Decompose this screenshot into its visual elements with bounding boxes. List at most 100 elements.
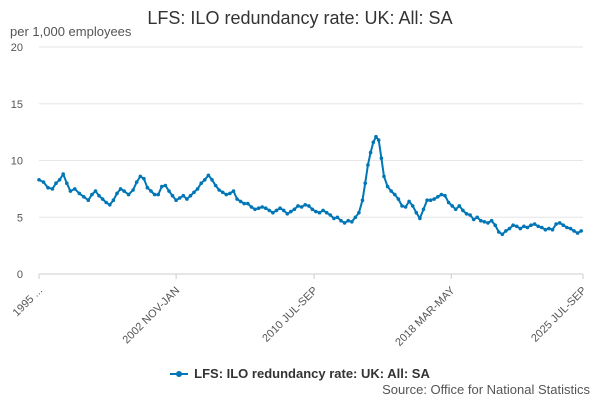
- data-point[interactable]: [50, 187, 55, 191]
- data-point[interactable]: [174, 198, 178, 202]
- data-point[interactable]: [522, 224, 526, 229]
- data-point[interactable]: [73, 187, 77, 191]
- data-point[interactable]: [77, 191, 82, 196]
- data-point[interactable]: [253, 207, 257, 212]
- data-point[interactable]: [457, 204, 462, 208]
- data-point[interactable]: [450, 204, 455, 208]
- data-point[interactable]: [357, 210, 361, 215]
- legend[interactable]: LFS: ILO redundancy rate: UK: All: SA: [0, 366, 600, 381]
- data-point[interactable]: [518, 226, 523, 231]
- data-point[interactable]: [418, 216, 422, 221]
- data-point[interactable]: [249, 205, 254, 209]
- data-point[interactable]: [568, 226, 573, 231]
- data-point[interactable]: [540, 225, 544, 230]
- data-point[interactable]: [118, 187, 123, 191]
- data-point[interactable]: [217, 188, 221, 192]
- data-point[interactable]: [111, 198, 116, 202]
- data-point[interactable]: [181, 193, 186, 198]
- data-point[interactable]: [224, 192, 229, 197]
- data-point[interactable]: [353, 215, 358, 220]
- data-point[interactable]: [389, 189, 394, 193]
- data-point[interactable]: [65, 181, 69, 185]
- data-point[interactable]: [360, 198, 365, 202]
- data-point[interactable]: [271, 210, 275, 215]
- data-point[interactable]: [199, 181, 203, 185]
- data-point[interactable]: [210, 178, 214, 182]
- data-point[interactable]: [421, 207, 426, 212]
- data-point[interactable]: [489, 218, 494, 223]
- data-point[interactable]: [493, 223, 498, 227]
- data-point[interactable]: [238, 199, 243, 204]
- data-point[interactable]: [220, 190, 225, 195]
- data-point[interactable]: [213, 183, 218, 188]
- data-point[interactable]: [393, 192, 397, 197]
- data-point[interactable]: [500, 232, 505, 237]
- data-point[interactable]: [497, 230, 501, 234]
- data-point[interactable]: [385, 184, 390, 189]
- data-point[interactable]: [97, 193, 101, 198]
- data-point[interactable]: [382, 174, 386, 179]
- data-point[interactable]: [57, 178, 62, 182]
- data-point[interactable]: [134, 180, 139, 184]
- data-point[interactable]: [145, 185, 150, 190]
- data-point[interactable]: [471, 217, 476, 222]
- data-point[interactable]: [443, 193, 447, 198]
- data-point[interactable]: [242, 201, 246, 206]
- data-point[interactable]: [246, 201, 250, 206]
- data-point[interactable]: [468, 213, 472, 217]
- data-point[interactable]: [374, 134, 378, 139]
- data-point[interactable]: [206, 173, 211, 178]
- data-point[interactable]: [122, 189, 126, 193]
- data-point[interactable]: [350, 220, 354, 224]
- data-point[interactable]: [432, 197, 437, 201]
- data-point[interactable]: [410, 204, 415, 208]
- data-point[interactable]: [163, 183, 168, 188]
- data-point[interactable]: [149, 189, 153, 193]
- data-point[interactable]: [314, 209, 318, 214]
- data-point[interactable]: [292, 207, 297, 212]
- data-point[interactable]: [461, 208, 465, 213]
- data-point[interactable]: [156, 192, 160, 197]
- data-point[interactable]: [160, 184, 164, 189]
- data-point[interactable]: [86, 198, 91, 202]
- data-point[interactable]: [379, 156, 384, 160]
- data-point[interactable]: [339, 218, 343, 223]
- data-point[interactable]: [511, 223, 515, 227]
- data-point[interactable]: [572, 229, 576, 233]
- data-point[interactable]: [376, 138, 381, 142]
- data-point[interactable]: [324, 210, 329, 215]
- data-point[interactable]: [366, 163, 370, 167]
- data-point[interactable]: [177, 196, 182, 200]
- data-point[interactable]: [482, 220, 487, 224]
- data-point[interactable]: [475, 215, 480, 220]
- data-point[interactable]: [296, 204, 300, 208]
- data-point[interactable]: [342, 221, 347, 225]
- data-point[interactable]: [299, 205, 304, 209]
- data-point[interactable]: [561, 223, 566, 227]
- data-point[interactable]: [403, 205, 408, 209]
- data-point[interactable]: [170, 193, 175, 198]
- data-point[interactable]: [507, 226, 512, 231]
- data-point[interactable]: [486, 221, 490, 225]
- data-point[interactable]: [152, 192, 157, 197]
- data-point[interactable]: [131, 188, 135, 192]
- data-point[interactable]: [188, 193, 193, 198]
- data-point[interactable]: [547, 226, 551, 231]
- data-point[interactable]: [400, 204, 404, 208]
- data-point[interactable]: [328, 213, 333, 217]
- data-point[interactable]: [554, 222, 558, 226]
- data-point[interactable]: [235, 197, 239, 201]
- data-point[interactable]: [579, 229, 583, 233]
- data-point[interactable]: [446, 200, 451, 205]
- data-point[interactable]: [115, 191, 119, 196]
- data-point[interactable]: [428, 198, 433, 202]
- data-point[interactable]: [138, 174, 143, 179]
- data-point[interactable]: [289, 209, 293, 214]
- data-point[interactable]: [54, 181, 58, 185]
- data-point[interactable]: [142, 176, 146, 181]
- data-point[interactable]: [68, 189, 73, 193]
- data-point[interactable]: [41, 180, 46, 184]
- data-point[interactable]: [525, 225, 530, 230]
- data-point[interactable]: [90, 192, 94, 197]
- data-point[interactable]: [453, 207, 458, 212]
